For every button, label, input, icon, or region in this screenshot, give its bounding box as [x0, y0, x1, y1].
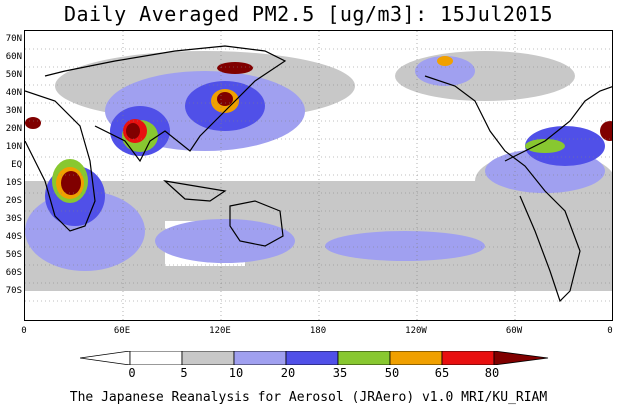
- green-atlantic: [525, 139, 565, 153]
- colorbar-label: 80: [484, 366, 500, 380]
- lat-label: 40N: [5, 88, 22, 98]
- colorbar-bin-0-5: [129, 351, 183, 365]
- lon-label: 120E: [209, 326, 231, 336]
- colorbar-label: 20: [280, 366, 296, 380]
- lon-label: 60W: [505, 326, 523, 336]
- footer-credit: The Japanese Reanalysis for Aerosol (JRA…: [69, 390, 548, 405]
- orange-canada: [437, 56, 453, 66]
- lat-label: 70N: [5, 34, 22, 44]
- colorbar-label: 5: [180, 366, 188, 380]
- lat-label: 60S: [5, 268, 22, 278]
- colorbar-upper-arrow: [493, 351, 549, 365]
- lightblue-south-pacific: [325, 231, 485, 261]
- lat-label: 60N: [5, 52, 22, 62]
- lon-label: 180: [309, 326, 327, 336]
- colorbar-label: 35: [332, 366, 348, 380]
- lat-label: 20S: [5, 196, 22, 206]
- lat-label: 10N: [5, 142, 22, 152]
- map-canvas: [25, 31, 612, 320]
- colorbar-bin-65-80: [441, 351, 495, 365]
- map-title: Daily Averaged PM2.5 [ug/m3]: 15Jul2015: [63, 2, 554, 26]
- lat-label: 30N: [5, 106, 22, 116]
- colorbar-label: 65: [434, 366, 450, 380]
- lat-label: 20N: [5, 124, 22, 134]
- colorbar-lower-arrow: [80, 351, 131, 365]
- colorbar-bin-10-20: [233, 351, 287, 365]
- darkred-siberia: [217, 62, 253, 74]
- lon-label: 120W: [405, 326, 427, 336]
- colorbar-bin-50-65: [389, 351, 443, 365]
- darkred-sahara: [25, 117, 41, 129]
- colorbar-bin-20-35: [285, 351, 339, 365]
- gridlines: [25, 31, 612, 320]
- lon-label: 60E: [113, 326, 131, 336]
- lat-label: 50N: [5, 70, 22, 80]
- colorbar: [80, 351, 549, 365]
- colorbar-bin-35-50: [337, 351, 391, 365]
- coastlines: [25, 45, 612, 303]
- lon-label: 0: [21, 326, 27, 336]
- lat-label: 10S: [5, 178, 22, 188]
- lightblue-canada: [415, 56, 475, 86]
- colorbar-bin-5-10: [181, 351, 235, 365]
- lat-label: 40S: [5, 232, 22, 242]
- colorbar-label: 0: [128, 366, 136, 380]
- lon-label: 0: [607, 326, 613, 336]
- darkred-africa: [61, 171, 81, 195]
- darkred-india: [126, 123, 140, 139]
- lightblue-indian: [155, 219, 295, 263]
- darkred-china: [217, 92, 233, 106]
- darkred-caribbean: [600, 121, 612, 141]
- lat-label: EQ: [11, 160, 22, 170]
- pm25-map: [24, 30, 613, 321]
- lat-label: 70S: [5, 286, 22, 296]
- lat-label: 50S: [5, 250, 22, 260]
- colorbar-label: 50: [384, 366, 400, 380]
- colorbar-label: 10: [228, 366, 244, 380]
- lat-label: 30S: [5, 214, 22, 224]
